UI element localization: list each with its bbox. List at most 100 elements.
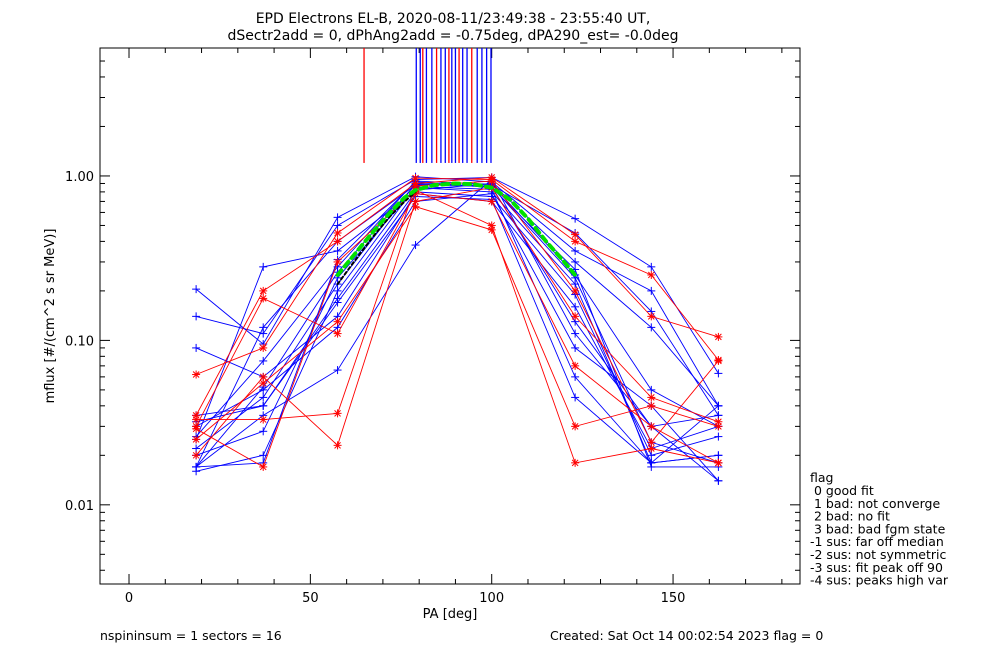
data-point-blue [259,323,268,332]
data-point-blue [571,372,580,381]
data-point-red [647,312,656,321]
data-point-red [571,458,580,467]
vertical-markers-layer [363,48,492,163]
data-point-blue [647,451,656,460]
legend-entry: -4 sus: peaks high var [810,573,949,588]
legend-entry: 0 good fit [810,483,874,498]
data-point-red [192,451,201,460]
data-point-red [487,197,496,206]
marker-stroke [571,423,579,430]
series-line-blue [195,196,719,464]
marker-stroke [334,318,341,326]
marker-stroke [647,394,655,401]
marker-stroke [488,177,496,185]
data-point-blue [333,298,342,307]
series-line-blue [196,191,719,456]
data-point-red [259,415,268,424]
data-point-red [487,225,496,234]
fit-curve-black [336,190,417,286]
marker-stroke [647,423,655,430]
legend-title: flag [810,470,833,485]
data-point-blue [192,312,201,321]
series-line-red [195,187,719,456]
data-point-red [487,177,496,186]
data-point-blue [192,444,201,453]
data-point-red [571,312,580,321]
series-line-red [195,189,719,468]
data-point-blue [571,393,580,402]
series-line-blue [195,187,719,464]
marker-stroke [571,231,579,238]
series-line-blue [195,183,719,464]
marker-stroke [334,441,341,449]
marker-stroke [412,174,419,182]
marker-stroke [259,373,267,381]
marker-stroke [192,416,200,423]
data-point-blue [333,213,342,222]
data-point-blue [411,241,420,250]
axes-layer: 0 50 100 150 0.01 0.10 1.00 [65,47,800,606]
legend: flag 0 good fit 1 bad: not converge 2 ba… [810,470,949,588]
legend-entry: 2 bad: no fit [810,509,890,524]
marker-stroke [192,451,200,459]
legend-entry: -2 sus: not symmetric [810,547,946,562]
fit-curve-green [335,181,578,277]
data-point-blue [259,401,268,410]
footer-left-text: nspininsum = 1 sectors = 16 [100,628,282,643]
marker-stroke [647,438,655,446]
data-point-blue [571,329,580,338]
data-point-blue [714,401,723,410]
data-point-red [411,197,420,206]
data-point-blue [259,356,268,365]
data-point-red [192,422,201,431]
data-point-blue [571,257,580,266]
data-point-blue [571,246,580,255]
data-point-blue [259,451,268,460]
marker-stroke [715,357,722,365]
data-point-red [714,458,723,467]
data-point-blue [647,458,656,467]
series-line-red [196,180,719,444]
data-point-red [259,343,268,352]
marker-stroke [647,313,655,320]
marker-stroke [571,238,579,245]
marker-stroke [259,344,267,352]
data-point-red [714,417,723,426]
data-point-blue [259,262,268,271]
legend-entry: 1 bad: not converge [810,496,940,511]
data-point-blue [192,285,201,294]
series-line-red [195,206,719,440]
data-point-red [714,332,723,341]
series-line-red [195,193,719,464]
data-point-red [192,415,201,424]
marker-stroke [571,362,579,370]
legend-entries: 0 good fit 1 bad: not converge 2 bad: no… [810,483,949,588]
data-point-blue [192,462,201,471]
series-line-blue [195,186,719,472]
data-point-red [647,393,656,402]
fit-curves-layer [335,181,578,286]
data-point-red [647,270,656,279]
data-point-red [647,438,656,447]
marker-stroke [192,371,200,378]
marker-stroke [192,436,200,443]
data-point-red [647,422,656,431]
data-point-red [259,462,268,471]
data-point-blue [333,246,342,255]
data-point-blue [571,343,580,352]
marker-stroke [715,418,722,426]
series-line-blue [195,184,719,468]
data-point-blue [714,369,723,378]
marker-stroke [334,330,341,337]
data-point-red [571,286,580,295]
marker-stroke [334,238,341,245]
data-point-blue [714,432,723,441]
data-point-blue [333,221,342,230]
x-tick-label: 150 [661,591,686,606]
marker-stroke [715,333,722,341]
chart-title-line1: EPD Electrons EL-B, 2020-08-11/23:49:38 … [256,11,651,27]
marker-stroke [259,416,267,423]
data-point-red [571,361,580,370]
data-point-blue [647,262,656,271]
x-axis-label: PA [deg] [423,607,478,622]
